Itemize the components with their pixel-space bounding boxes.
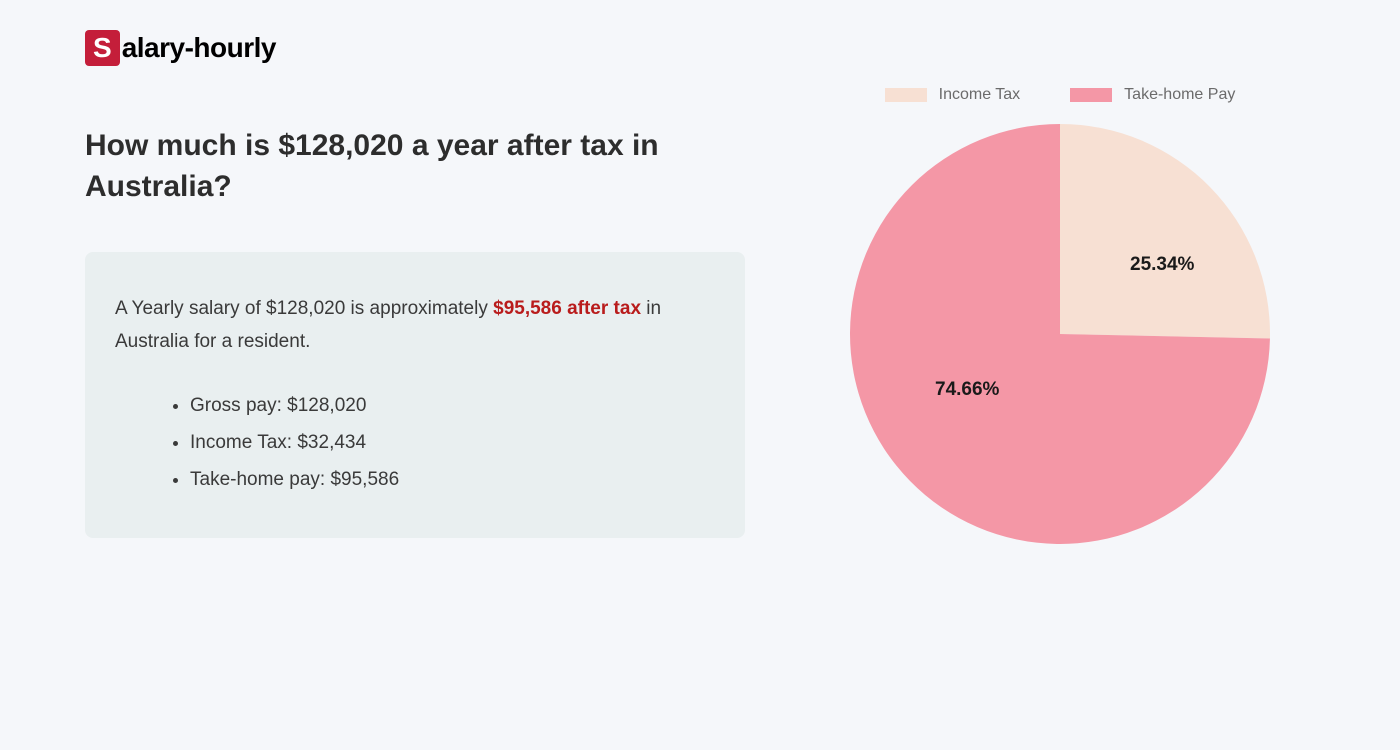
legend-swatch xyxy=(1070,88,1112,102)
legend-item-take-home: Take-home Pay xyxy=(1070,86,1235,104)
list-item: Take-home pay: $95,586 xyxy=(190,461,715,498)
legend-label: Income Tax xyxy=(939,86,1021,104)
info-list: Gross pay: $128,020 Income Tax: $32,434 … xyxy=(115,387,715,498)
pie-slice xyxy=(1060,124,1270,338)
logo-text: alary-hourly xyxy=(122,32,276,64)
legend-item-income-tax: Income Tax xyxy=(885,86,1021,104)
list-item: Income Tax: $32,434 xyxy=(190,424,715,461)
logo: S alary-hourly xyxy=(85,30,1315,66)
content-row: How much is $128,020 a year after tax in… xyxy=(85,126,1315,544)
info-box: A Yearly salary of $128,020 is approxima… xyxy=(85,252,745,538)
pie-chart: 25.34% 74.66% xyxy=(850,124,1270,544)
info-text-before: A Yearly salary of $128,020 is approxima… xyxy=(115,298,493,319)
pie-slice-label: 74.66% xyxy=(935,379,999,401)
logo-badge: S xyxy=(85,30,120,66)
page-heading: How much is $128,020 a year after tax in… xyxy=(85,126,745,207)
info-summary: A Yearly salary of $128,020 is approxima… xyxy=(115,292,715,359)
pie-slice-label: 25.34% xyxy=(1130,254,1194,276)
left-column: How much is $128,020 a year after tax in… xyxy=(85,126,745,544)
pie-svg xyxy=(850,124,1270,544)
right-column: Income Tax Take-home Pay 25.34% 74.66% xyxy=(805,86,1315,544)
legend-label: Take-home Pay xyxy=(1124,86,1235,104)
legend-swatch xyxy=(885,88,927,102)
list-item: Gross pay: $128,020 xyxy=(190,387,715,424)
info-highlight: $95,586 after tax xyxy=(493,298,641,319)
chart-legend: Income Tax Take-home Pay xyxy=(885,86,1236,104)
